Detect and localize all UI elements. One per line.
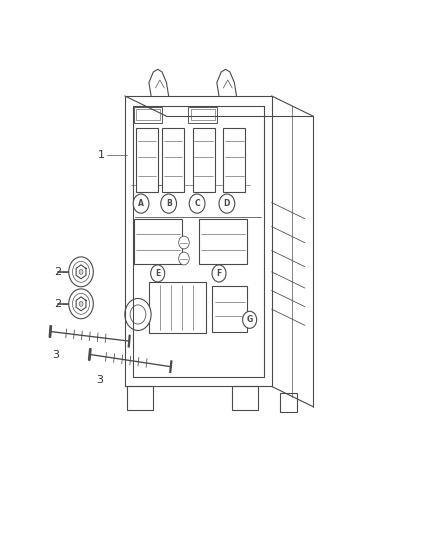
Text: G: G [247,316,253,324]
Bar [134,107,162,123]
Bar [280,393,297,412]
Text: 3: 3 [96,375,103,385]
Circle shape [125,298,151,330]
Bar [127,386,153,410]
Circle shape [243,311,257,328]
Circle shape [189,194,205,213]
Text: 2: 2 [54,299,61,309]
Bar [134,219,182,264]
Circle shape [133,194,149,213]
Text: 3: 3 [53,350,60,360]
Bar [136,109,160,120]
Text: A: A [138,199,144,208]
Bar [162,128,184,192]
Circle shape [79,301,83,306]
Bar [232,386,258,410]
Circle shape [219,194,235,213]
Circle shape [130,305,146,324]
Circle shape [69,257,93,287]
Circle shape [72,261,90,282]
Circle shape [72,293,90,314]
Text: 1: 1 [98,150,105,159]
Bar [199,219,247,264]
Text: F: F [216,269,222,278]
Circle shape [179,252,189,265]
Circle shape [179,236,189,249]
Text: B: B [166,199,172,208]
Text: D: D [224,199,230,208]
Bar [136,128,158,192]
Bar [193,128,215,192]
Bar [223,128,245,192]
Text: E: E [155,269,160,278]
Circle shape [69,289,93,319]
Text: C: C [194,199,200,208]
Circle shape [212,265,226,282]
Bar [149,282,206,333]
Text: 2: 2 [54,267,61,277]
Bar [191,109,215,120]
Bar [188,107,217,123]
Bar [212,286,247,332]
Circle shape [151,265,165,282]
Circle shape [161,194,177,213]
Circle shape [79,269,83,274]
